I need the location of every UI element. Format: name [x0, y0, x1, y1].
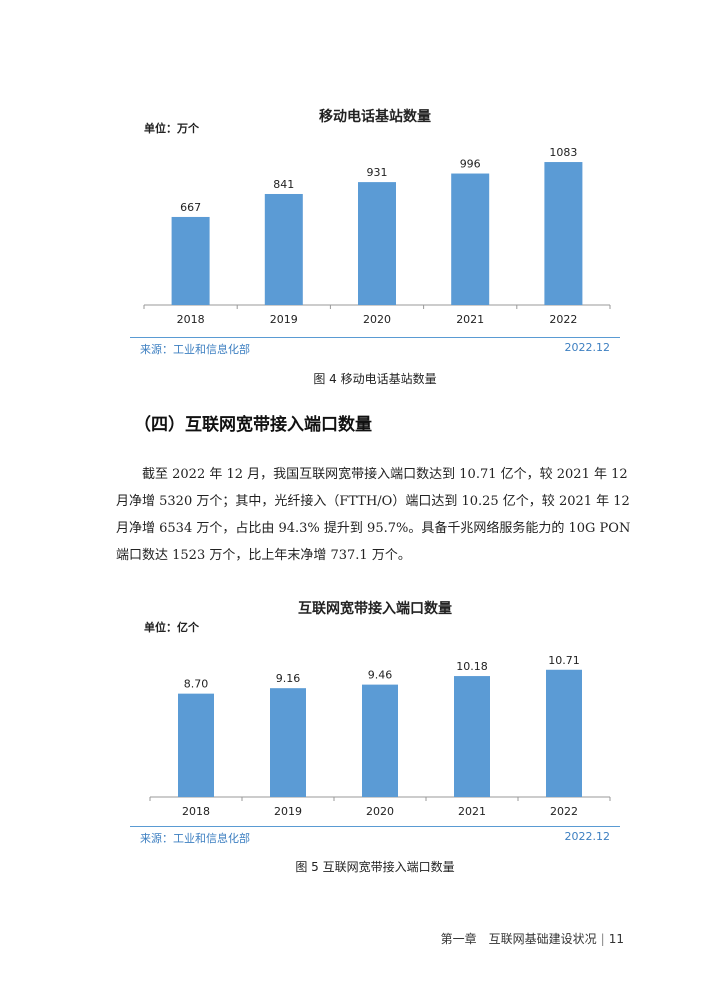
x-tick-label: 2020	[363, 313, 391, 326]
data-label: 10.71	[548, 654, 580, 667]
source-label: 来源：工业和信息化部	[140, 343, 250, 356]
data-label: 931	[367, 166, 388, 179]
unit-label: 单位：亿个	[144, 621, 199, 634]
source-divider	[130, 826, 620, 827]
bar-2018	[178, 693, 214, 797]
x-tick-label: 2021	[456, 313, 484, 326]
bar-2019	[270, 688, 306, 797]
data-label: 9.16	[276, 672, 301, 685]
source-label: 来源：工业和信息化部	[140, 832, 250, 845]
body-paragraph: 截至 2022 年 12 月，我国互联网宽带接入端口数达到 10.71 亿个，较…	[116, 461, 631, 569]
chart-title: 移动电话基站数量	[319, 109, 431, 125]
footer-separator: |	[600, 932, 605, 946]
bar-2019	[264, 193, 303, 305]
data-label: 841	[273, 178, 294, 191]
x-tick-label: 2018	[182, 805, 210, 818]
bar-2020	[358, 182, 396, 305]
data-label: 667	[180, 201, 201, 214]
bar-2020	[362, 684, 398, 797]
paragraph-line: 截至 2022 年 12 月，我国互联网宽带接入端口数达到 10.71 亿个，较…	[142, 467, 628, 482]
bar-2022	[546, 669, 582, 797]
x-tick-label: 2019	[274, 805, 302, 818]
unit-label: 单位：万个	[144, 122, 199, 135]
x-tick-label: 2019	[270, 313, 298, 326]
section-heading: （四）互联网宽带接入端口数量	[134, 415, 372, 435]
x-tick-label: 2018	[177, 313, 205, 326]
bar-chart-plot: 8.70 2018 9.16 2019 9.46 2020 10.18 2021 10.71 20…	[149, 654, 611, 818]
source-date: 2022.12	[564, 341, 611, 354]
paragraph-line: 月净增 5320 万个；其中，光纤接入（FTTH/O）端口达到 10.25 亿个…	[116, 494, 630, 509]
bar-2022	[544, 162, 583, 305]
x-tick-label: 2022	[550, 805, 578, 818]
chapter-title: 第一章 互联网基础建设状况	[440, 932, 597, 946]
x-tick-label: 2022	[549, 313, 577, 326]
page-footer: 第一章 互联网基础建设状况 | 11	[441, 930, 624, 947]
data-label: 10.18	[456, 660, 488, 673]
x-tick-label: 2021	[458, 805, 486, 818]
page-number: 11	[608, 932, 624, 946]
data-label: 8.70	[184, 678, 209, 691]
figure-caption: 图 5 互联网宽带接入端口数量	[295, 860, 455, 874]
source-date: 2022.12	[564, 830, 611, 843]
bar-2021	[451, 173, 490, 305]
figure-caption: 图 4 移动电话基站数量	[313, 372, 437, 386]
data-label: 9.46	[368, 669, 393, 682]
data-label: 1083	[549, 146, 577, 159]
paragraph-line: 端口数达 1523 万个，比上年末净增 737.1 万个。	[116, 548, 411, 563]
chart-broadband-ports: 互联网宽带接入端口数量 单位：亿个 8.70 2018 9.16 2019 9.46 20…	[130, 594, 620, 894]
source-divider	[130, 337, 620, 338]
x-tick-label: 2020	[366, 805, 394, 818]
paragraph-line: 月净增 6534 万个，占比由 94.3% 提升到 95.7%。具备千兆网络服务…	[116, 521, 631, 536]
data-label: 996	[460, 158, 481, 171]
bar-2018	[171, 216, 210, 305]
chart-base-stations: 移动电话基站数量 单位：万个 667 2018 841 2019 931 2020 996 2…	[130, 100, 620, 400]
bar-2021	[454, 676, 490, 797]
chart-title: 互联网宽带接入端口数量	[298, 601, 452, 617]
bar-chart-plot: 667 2018 841 2019 931 2020 996 2021 1083 2022	[143, 146, 611, 326]
